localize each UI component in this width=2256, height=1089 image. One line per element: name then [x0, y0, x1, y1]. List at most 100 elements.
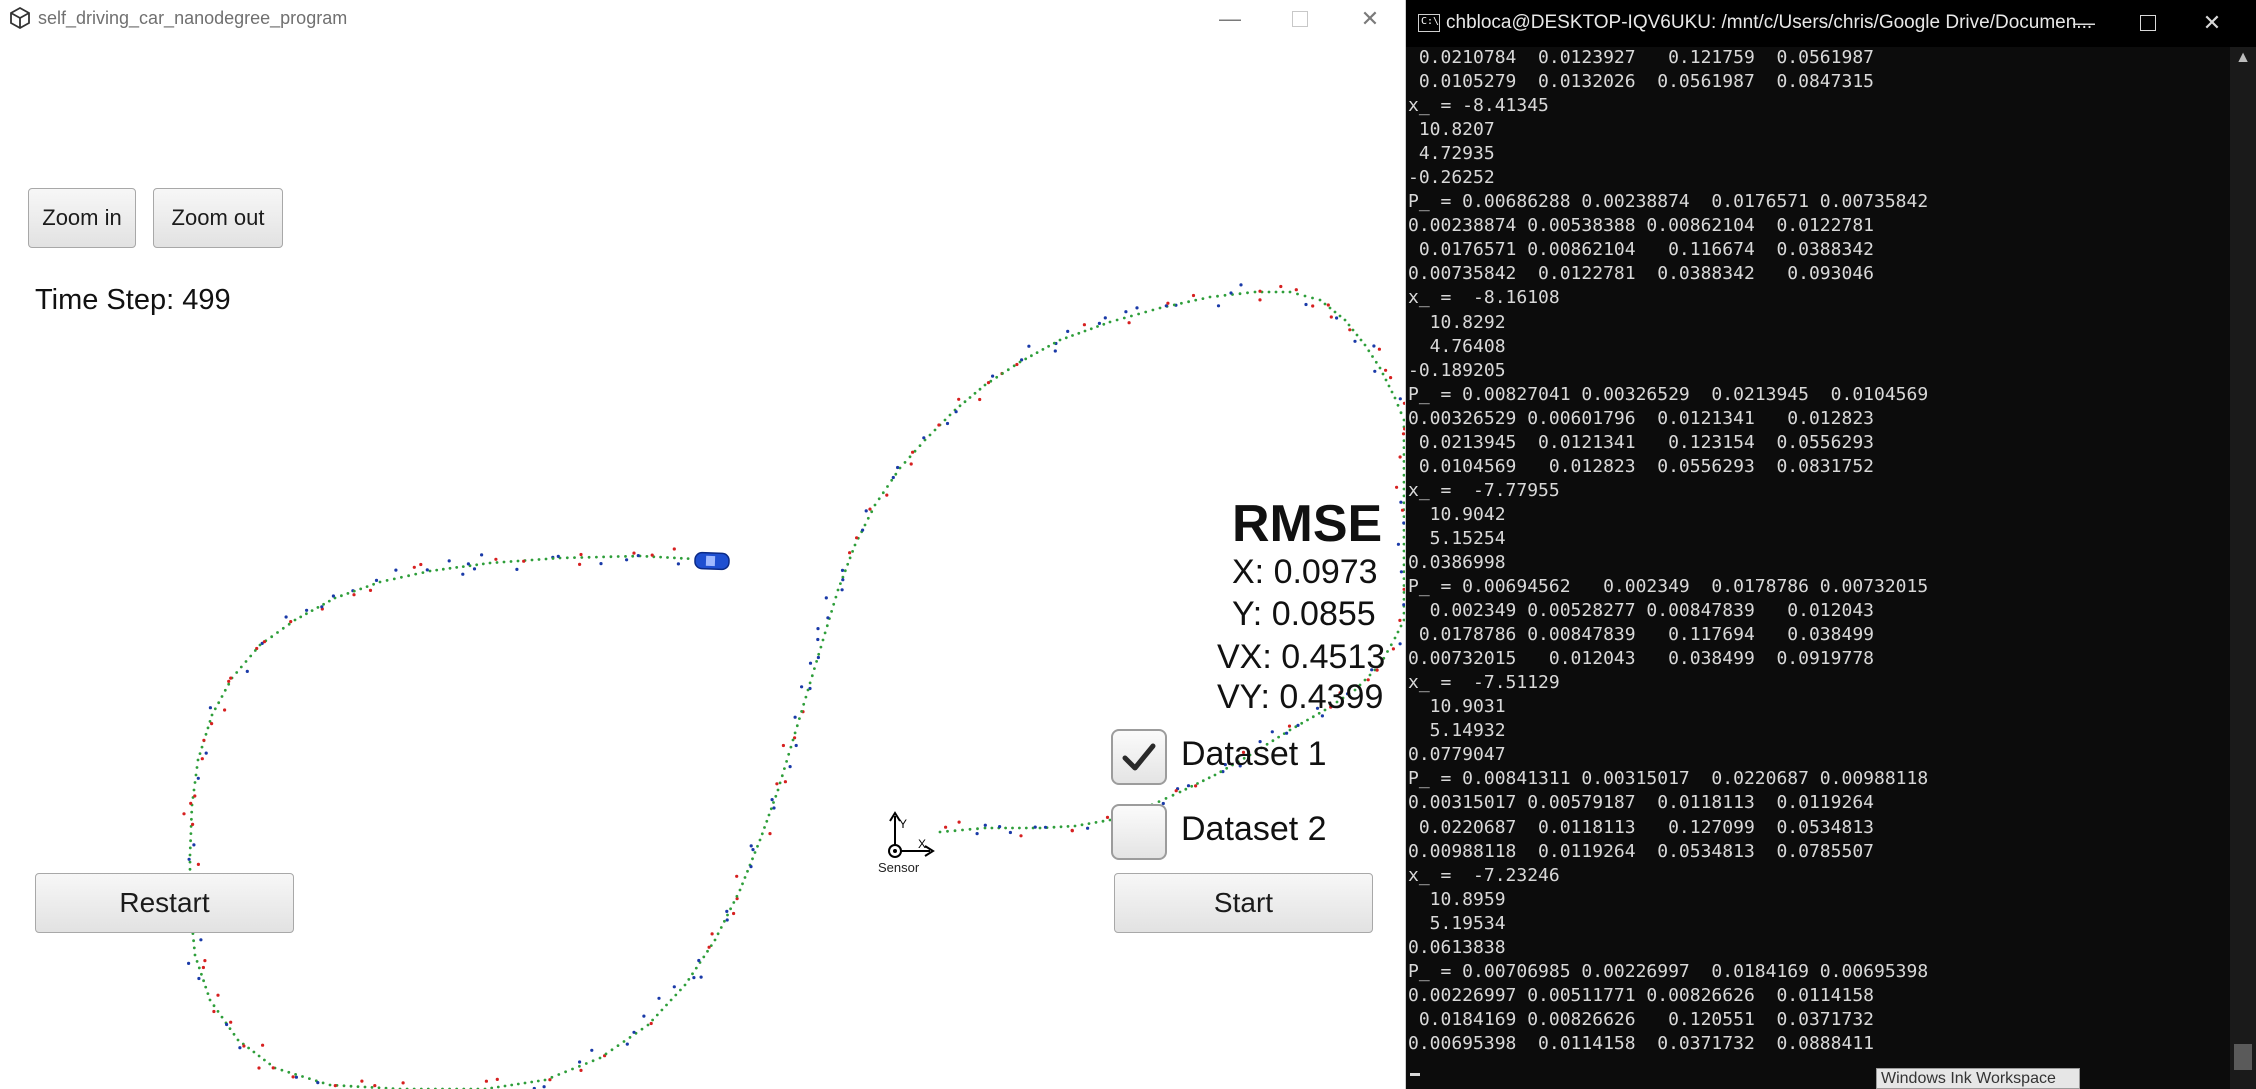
scroll-up-icon[interactable]: ▲: [2235, 49, 2251, 66]
radar-point: [1304, 302, 1308, 307]
radar-point: [1315, 706, 1320, 710]
scrollbar-thumb[interactable]: [2234, 1044, 2252, 1070]
terminal-cursor: [1410, 1073, 1420, 1076]
estimate-point: [363, 1085, 367, 1089]
zoom-in-button[interactable]: Zoom in: [28, 188, 136, 248]
radar-point: [225, 1022, 229, 1027]
minimize-button[interactable]: —: [1208, 4, 1252, 34]
estimate-point: [495, 561, 499, 564]
estimate-point: [523, 1081, 527, 1085]
estimate-point: [1351, 328, 1355, 332]
radar-point: [1186, 784, 1191, 788]
estimate-point: [1231, 763, 1234, 767]
lidar-point: [1191, 293, 1196, 298]
estimate-point: [968, 396, 972, 399]
terminal-minimize-button[interactable]: —: [2062, 8, 2106, 38]
estimate-point: [1296, 292, 1299, 296]
estimate-point: [746, 869, 749, 873]
estimate-point: [235, 671, 239, 674]
estimate-point: [674, 993, 678, 997]
estimate-point: [1402, 556, 1405, 560]
estimate-point: [564, 1070, 567, 1074]
estimate-point: [938, 830, 942, 834]
estimate-point: [1402, 501, 1405, 505]
estimate-point: [578, 1064, 581, 1068]
estimate-point: [1368, 673, 1372, 677]
estimate-point: [963, 400, 967, 404]
estimate-point: [421, 571, 425, 574]
radar-point: [599, 562, 603, 566]
radar-point: [199, 938, 203, 942]
estimate-point: [1318, 298, 1322, 302]
terminal-window-title: chbloca@DESKTOP-IQV6UKU: /mnt/c/Users/ch…: [1446, 12, 2093, 33]
estimate-point: [1184, 787, 1188, 791]
estimate-point: [1196, 782, 1199, 785]
estimate-point: [1242, 756, 1246, 760]
estimate-point: [1219, 770, 1223, 774]
radar-point: [305, 608, 309, 612]
terminal-titlebar: C:\ chbloca@DESKTOP-IQV6UKU: /mnt/c/User…: [1406, 0, 2256, 47]
start-button[interactable]: Start: [1114, 873, 1373, 933]
estimate-point: [1335, 700, 1339, 704]
lidar-point: [793, 736, 797, 740]
terminal-close-button[interactable]: ✕: [2190, 8, 2234, 38]
close-button[interactable]: ✕: [1348, 4, 1392, 34]
estimate-point: [308, 1077, 311, 1080]
radar-point: [945, 421, 950, 426]
estimate-point: [866, 516, 870, 520]
radar-point: [284, 615, 288, 619]
maximize-icon: [2140, 15, 2156, 31]
estimate-point: [352, 589, 356, 593]
estimate-point: [1402, 480, 1405, 484]
radar-point: [187, 961, 191, 966]
estimate-point: [1260, 746, 1263, 750]
estimate-point: [1194, 298, 1198, 302]
restart-button[interactable]: Restart: [35, 873, 294, 933]
estimate-point: [1144, 310, 1148, 314]
estimate-point: [659, 555, 662, 559]
estimate-point: [1402, 535, 1405, 539]
maximize-button[interactable]: [1278, 4, 1322, 34]
terminal-scrollbar[interactable]: ▲: [2230, 47, 2256, 1089]
lidar-point: [227, 679, 231, 684]
estimate-point: [1035, 351, 1039, 354]
estimate-point: [1384, 378, 1388, 382]
radar-point: [590, 1048, 594, 1052]
terminal-line: 0.0779047: [1408, 744, 1506, 766]
estimate-point: [645, 555, 649, 558]
estimate-point: [758, 838, 762, 842]
estimate-point: [1294, 725, 1298, 729]
radar-point: [294, 1075, 298, 1079]
zoom-out-button[interactable]: Zoom out: [153, 188, 283, 248]
radar-point: [331, 594, 335, 598]
estimate-point: [756, 844, 759, 848]
lidar-point: [986, 381, 991, 385]
estimate-point: [908, 455, 912, 459]
estimate-point: [299, 615, 303, 619]
radar-point: [841, 578, 845, 582]
estimate-point: [1399, 411, 1403, 415]
terminal-line: x_ = -8.16108: [1408, 287, 1560, 309]
terminal-maximize-button[interactable]: [2126, 8, 2170, 38]
estimate-point: [573, 556, 576, 559]
lidar-point: [710, 932, 714, 936]
dataset-1-checkbox[interactable]: [1111, 729, 1167, 785]
lidar-point: [781, 743, 786, 748]
radar-point: [1221, 770, 1225, 774]
time-step-label: Time Step: 499: [35, 284, 231, 316]
estimate-point: [1246, 291, 1249, 295]
radar-point: [320, 605, 324, 609]
estimate-point: [1402, 570, 1405, 574]
estimate-point: [843, 569, 847, 573]
lidar-point: [579, 552, 583, 557]
estimate-point: [328, 1083, 332, 1087]
terminal-line: 0.0104569 0.012823 0.0556293 0.0831752: [1408, 455, 1874, 477]
radar-point: [260, 641, 264, 646]
estimate-point: [188, 867, 192, 871]
estimate-point: [1004, 826, 1007, 830]
lidar-point: [1070, 828, 1074, 832]
estimate-point: [294, 1073, 297, 1076]
dataset-2-checkbox[interactable]: [1111, 804, 1167, 860]
estimate-point: [342, 1084, 346, 1088]
estimate-point: [1122, 316, 1126, 320]
